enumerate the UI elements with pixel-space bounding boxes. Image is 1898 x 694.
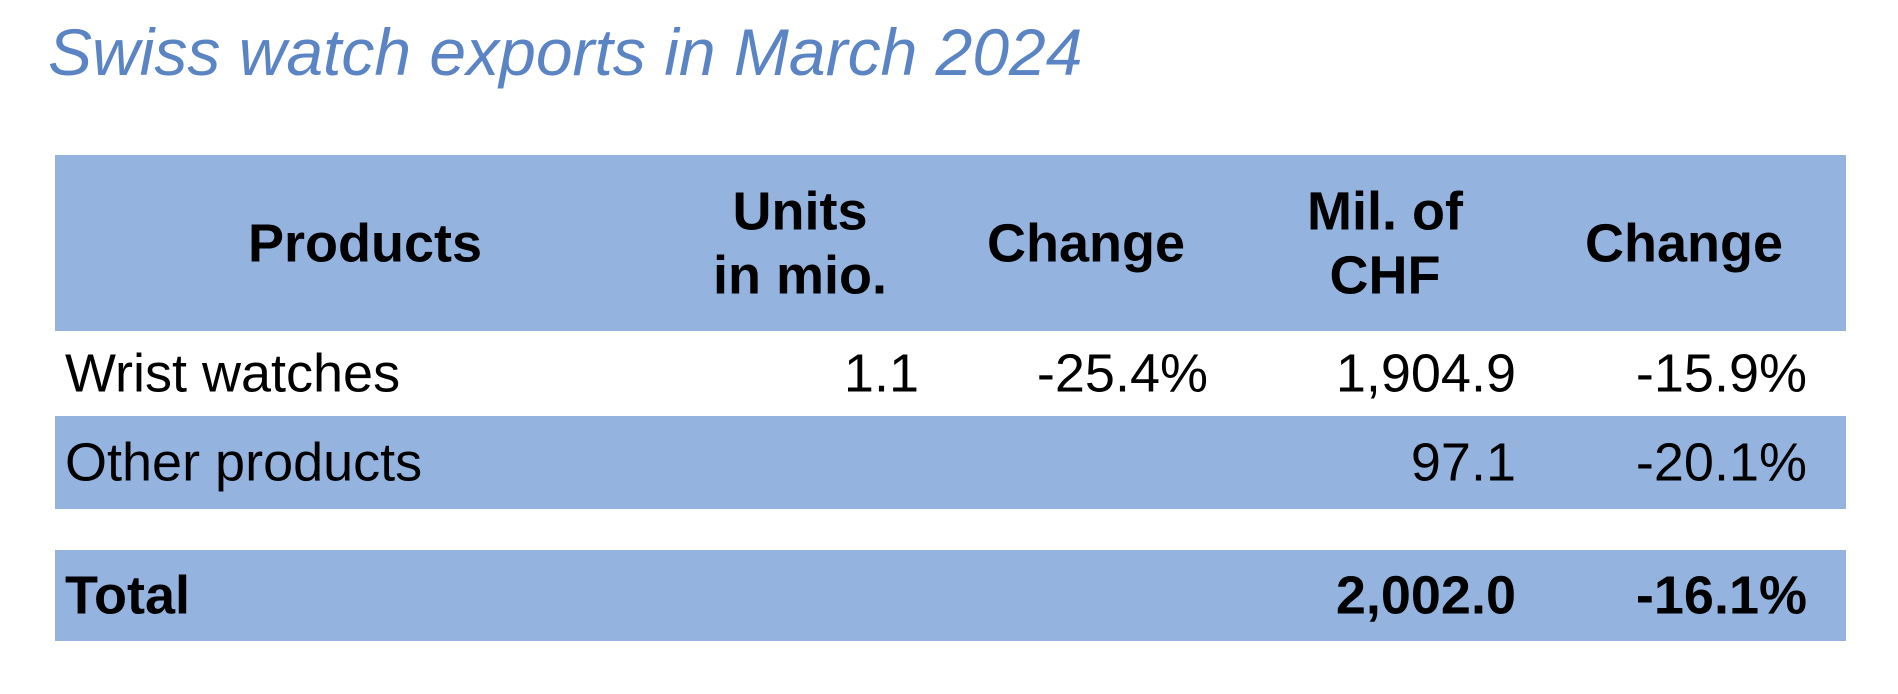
title: Swiss watch exports in March 2024 — [48, 15, 1083, 89]
cell-value: -20.1% — [1635, 432, 1807, 493]
cell-value: -25.4% — [1036, 343, 1208, 404]
total-band — [55, 550, 1846, 641]
header-cell: Products — [247, 213, 483, 274]
header-cell: Mil. of — [1307, 181, 1463, 242]
total-value: 2,002.0 — [1335, 565, 1516, 626]
header-cell: in mio. — [713, 245, 887, 306]
header-cell: Change — [1584, 213, 1784, 274]
row-band — [55, 416, 1846, 509]
total-value: -16.1% — [1635, 565, 1807, 626]
header-cell: Change — [986, 213, 1186, 274]
row-label: Wrist watches — [65, 343, 401, 404]
header-band — [55, 155, 1846, 331]
row-label: Other products — [65, 432, 423, 493]
cell-value: 1,904.9 — [1335, 343, 1516, 404]
header-cell: Units — [732, 181, 868, 242]
total-label: Total — [65, 565, 190, 626]
header-cell: CHF — [1329, 245, 1441, 306]
cell-value: -15.9% — [1635, 343, 1807, 404]
cell-value: 1.1 — [843, 343, 919, 404]
cell-value: 97.1 — [1410, 432, 1516, 493]
